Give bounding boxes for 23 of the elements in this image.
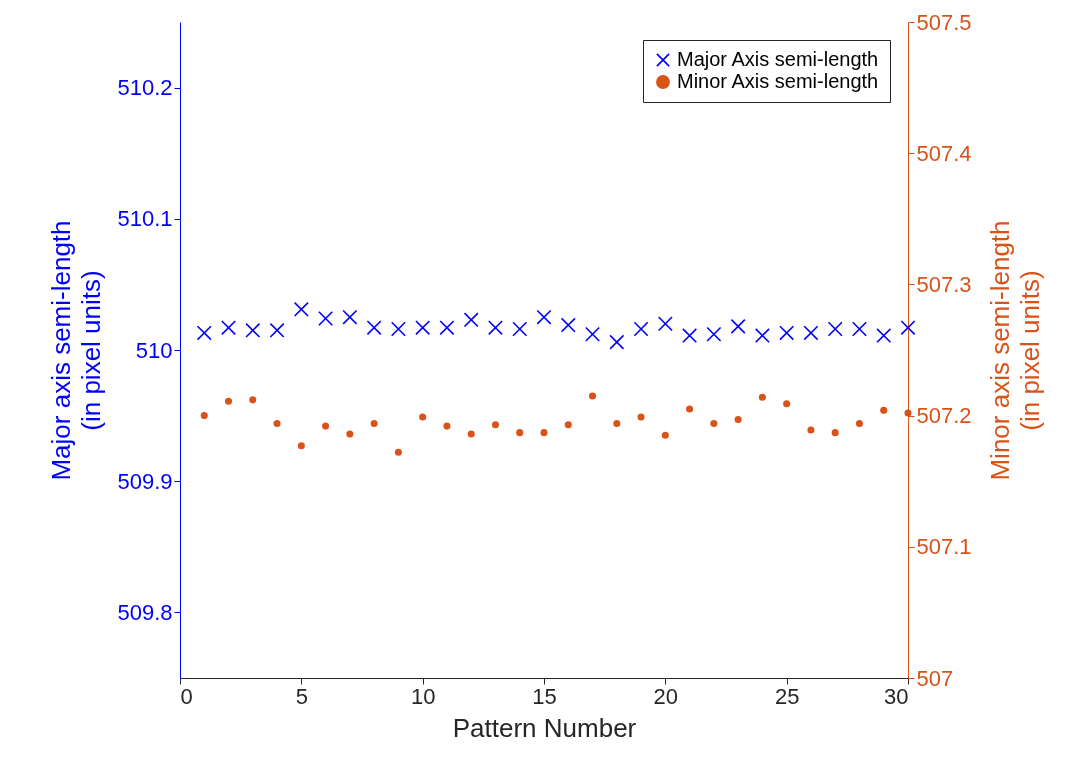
y2-tick-label: 507.1 (916, 534, 972, 560)
x-tick-label: 25 (774, 683, 800, 709)
legend-label: Major Axis semi-length (677, 48, 879, 70)
y-tick-label: 510.1 (117, 206, 173, 232)
y-tick-label: 510.2 (117, 75, 173, 101)
legend-label: Minor Axis semi-length (677, 70, 879, 92)
x-tick-label: 30 (884, 683, 909, 709)
y-axis-title: Major axis semi-length (in pixel units) (46, 220, 107, 481)
y2-tick-label: 507.5 (916, 9, 972, 35)
x-tick-label: 0 (180, 683, 193, 709)
x-tick-label: 5 (295, 683, 308, 709)
y2-tick-label: 507.4 (916, 140, 972, 166)
y2-tick-label: 507.3 (916, 271, 972, 297)
y-tick-label: 509.8 (117, 599, 173, 625)
x-tick-label: 10 (410, 683, 436, 709)
x-axis-title: Pattern Number (452, 712, 637, 743)
y2-axis-title: Minor axis semi-length (in pixel units) (984, 220, 1045, 481)
y2-tick-label: 507.2 (916, 403, 972, 429)
x-tick-label: 20 (653, 683, 679, 709)
y-tick-label: 510 (135, 337, 173, 363)
x-tick-label: 15 (532, 683, 557, 709)
y-tick-label: 509.9 (117, 468, 173, 494)
y2-tick-label: 507 (916, 665, 954, 691)
